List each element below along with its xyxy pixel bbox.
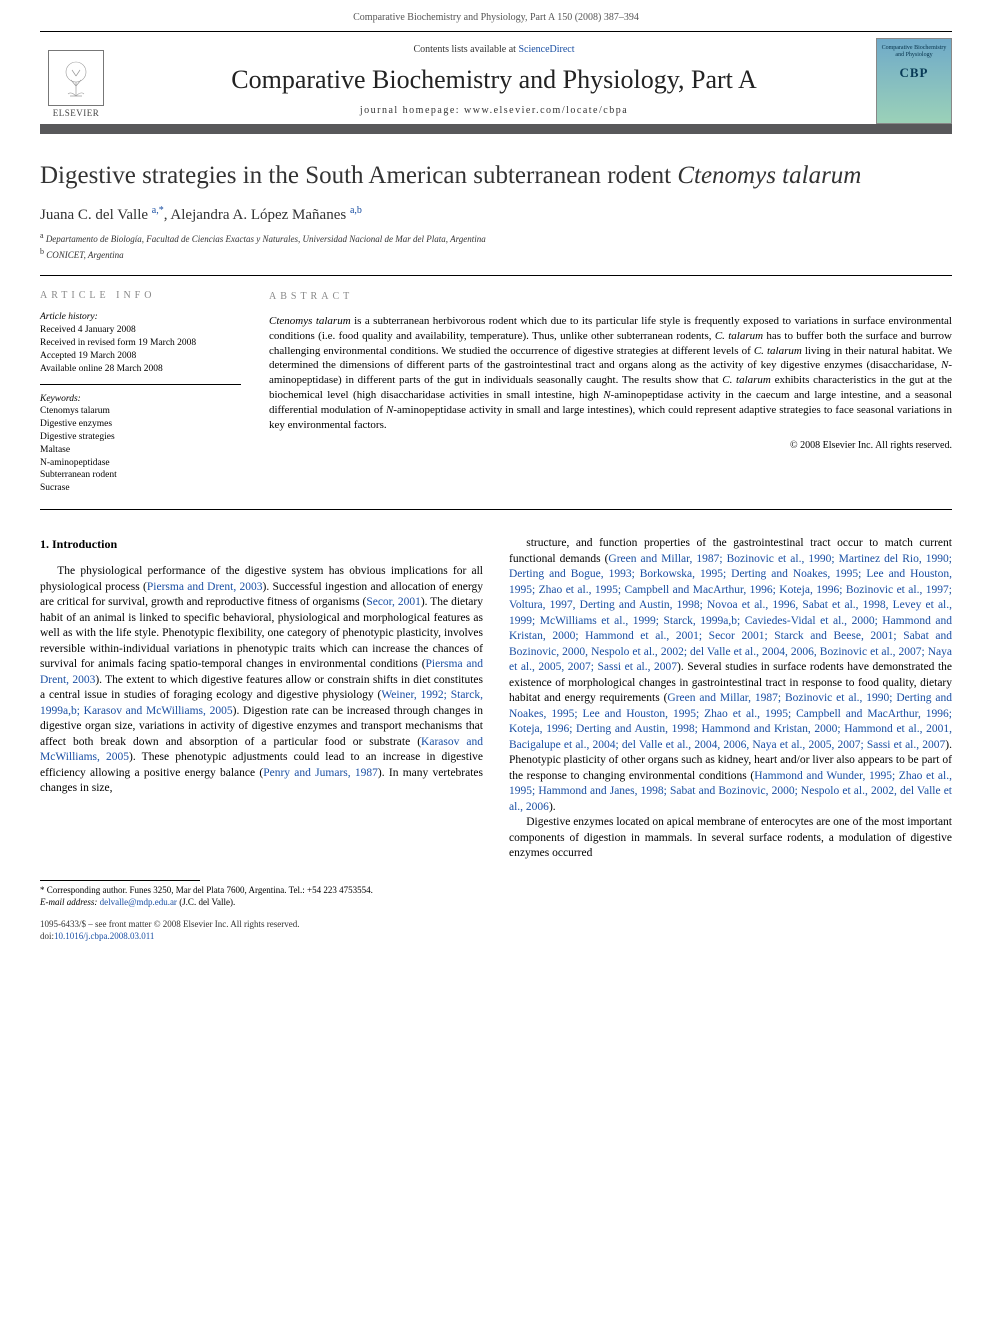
body-two-column: 1. Introduction The physiological perfor… bbox=[40, 536, 952, 862]
keyword-item: Subterranean rodent bbox=[40, 469, 241, 482]
article-title: Digestive strategies in the South Americ… bbox=[40, 160, 952, 191]
abstract-text: Ctenomys talarum is a subterranean herbi… bbox=[269, 314, 952, 433]
abstract-column: abstract Ctenomys talarum is a subterran… bbox=[255, 276, 952, 495]
email-label: E-mail address: bbox=[40, 897, 100, 907]
sciencedirect-link[interactable]: ScienceDirect bbox=[518, 44, 574, 55]
article-history-block: Article history: Received 4 January 2008… bbox=[40, 311, 241, 384]
keywords-label: Keywords: bbox=[40, 393, 241, 406]
journal-homepage-line: journal homepage: www.elsevier.com/locat… bbox=[122, 105, 866, 116]
front-matter-line: 1095-6433/$ – see front matter © 2008 El… bbox=[40, 918, 952, 930]
copyright-footer: 1095-6433/$ – see front matter © 2008 El… bbox=[40, 918, 952, 942]
keyword-item: Sucrase bbox=[40, 482, 241, 495]
keyword-item: Digestive enzymes bbox=[40, 418, 241, 431]
affiliation-b: b CONICET, Argentina bbox=[40, 246, 952, 262]
abstract-heading: abstract bbox=[269, 290, 952, 304]
history-label: Article history: bbox=[40, 311, 241, 324]
elsevier-wordmark: ELSEVIER bbox=[53, 108, 100, 118]
article-info-column: article info Article history: Received 4… bbox=[40, 276, 255, 495]
keyword-item: N-aminopeptidase bbox=[40, 457, 241, 470]
publisher-logo: ELSEVIER bbox=[40, 38, 112, 124]
journal-name: Comparative Biochemistry and Physiology,… bbox=[122, 65, 866, 95]
keyword-item: Digestive strategies bbox=[40, 431, 241, 444]
affiliation-list: a Departamento de Biología, Facultad de … bbox=[40, 230, 952, 261]
affiliation-label: b bbox=[40, 247, 44, 256]
corresponding-email-link[interactable]: delvalle@mdp.edu.ar bbox=[100, 897, 177, 907]
footnote-separator bbox=[40, 880, 200, 881]
journal-cover-thumbnail: Comparative Biochemistry and Physiology … bbox=[876, 38, 952, 124]
email-suffix: (J.C. del Valle). bbox=[177, 897, 235, 907]
email-line: E-mail address: delvalle@mdp.edu.ar (J.C… bbox=[40, 897, 952, 909]
history-revised: Received in revised form 19 March 2008 bbox=[40, 337, 241, 350]
author-list: Juana C. del Valle a,*, Alejandra A. Lóp… bbox=[40, 205, 952, 224]
history-accepted: Accepted 19 March 2008 bbox=[40, 350, 241, 363]
article-info-heading: article info bbox=[40, 290, 241, 301]
running-header: Comparative Biochemistry and Physiology,… bbox=[0, 0, 992, 31]
contents-available-line: Contents lists available at ScienceDirec… bbox=[122, 44, 866, 55]
history-received: Received 4 January 2008 bbox=[40, 324, 241, 337]
history-online: Available online 28 March 2008 bbox=[40, 363, 241, 376]
keyword-item: Ctenomys talarum bbox=[40, 405, 241, 418]
journal-banner: ELSEVIER Contents lists available at Sci… bbox=[40, 31, 952, 134]
doi-link[interactable]: 10.1016/j.cbpa.2008.03.011 bbox=[54, 931, 154, 941]
affiliation-text: CONICET, Argentina bbox=[46, 250, 123, 260]
elsevier-tree-icon bbox=[48, 50, 104, 106]
banner-top-rule bbox=[40, 31, 952, 32]
body-right-column: structure, and function properties of th… bbox=[509, 536, 952, 862]
abstract-copyright: © 2008 Elsevier Inc. All rights reserved… bbox=[269, 439, 952, 453]
contents-prefix: Contents lists available at bbox=[413, 44, 518, 55]
corresponding-text: * Corresponding author. Funes 3250, Mar … bbox=[40, 885, 952, 897]
affiliation-label: a bbox=[40, 231, 44, 240]
affiliation-a: a Departamento de Biología, Facultad de … bbox=[40, 230, 952, 246]
cover-title-text: Comparative Biochemistry and Physiology bbox=[881, 45, 947, 59]
corresponding-author-footnote: * Corresponding author. Funes 3250, Mar … bbox=[40, 885, 952, 908]
keyword-item: Maltase bbox=[40, 444, 241, 457]
doi-prefix: doi: bbox=[40, 931, 54, 941]
body-paragraph: The physiological performance of the dig… bbox=[40, 564, 483, 797]
intro-heading: 1. Introduction bbox=[40, 536, 483, 552]
affiliation-text: Departamento de Biología, Facultad de Ci… bbox=[46, 234, 486, 244]
body-left-column: 1. Introduction The physiological perfor… bbox=[40, 536, 483, 862]
keywords-block: Keywords: Ctenomys talarum Digestive enz… bbox=[40, 393, 241, 496]
body-paragraph: structure, and function properties of th… bbox=[509, 536, 952, 862]
cover-cbp-label: CBP bbox=[900, 65, 929, 81]
doi-line: doi:10.1016/j.cbpa.2008.03.011 bbox=[40, 930, 952, 942]
